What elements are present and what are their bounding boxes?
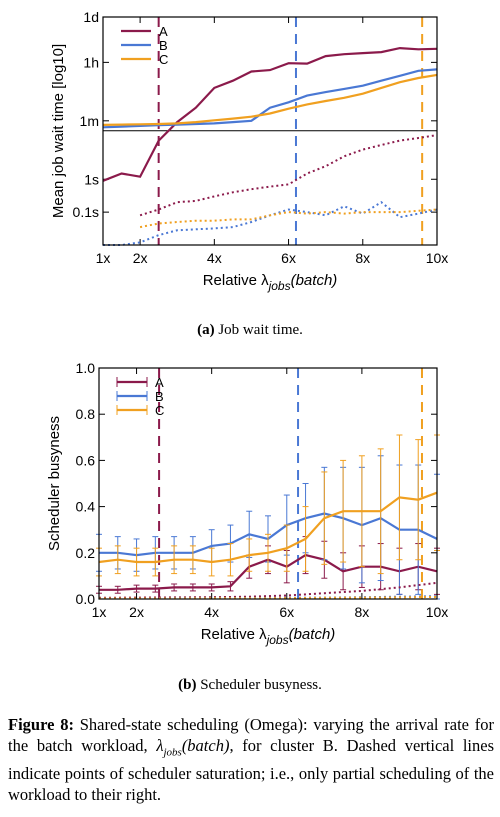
busyness-chart: 0.0 0.2 0.4 0.6 0.8 1.0 1x 2x 4x 6x 8x 10x Relative … [46,360,449,647]
legend-label-b: B [159,38,168,53]
x-axis-label: Relative λjobs(batch) [201,626,336,647]
subcaption-a: (a) Job wait time. [0,322,500,339]
x-tick-label: 8x [355,250,370,266]
series-b-solid [102,68,438,129]
y-tick-label: 0.0 [76,591,96,607]
y-axis-label: Scheduler busyness [46,416,63,551]
y-tick-label: 1m [80,113,99,129]
subcaption-b: (b) Scheduler busyness. [0,677,500,694]
x-tick-label: 10x [426,604,449,620]
y-tick-label: 0.8 [76,406,96,422]
y-tick-label: 1d [83,9,99,25]
plot-frame [102,16,438,246]
y-tick-label: 0.4 [76,499,96,515]
y-tick-label: 1s [84,171,99,187]
y-tick-label: 1.0 [76,360,96,376]
subcaption-b-label: (b) [178,677,197,693]
plot-frame [98,367,438,600]
y-tick-label: 0.6 [76,452,96,468]
x-tick-label: 1x [92,604,107,620]
wait-time-chart: 1d 1h 1m 1s 0.1s 1x 2x 4x 6x 8x 10x Relative λjobs(… [50,9,449,293]
figure-text-1: Shared-state scheduling (Omega): varying… [8,715,495,755]
y-tick-label: 1h [83,54,99,70]
subcaption-a-label: (a) [197,322,215,338]
figure-caption: Figure 8: Shared-state scheduling (Omega… [8,714,494,805]
x-tick-label: 4x [204,604,219,620]
x-tick-label: 6x [281,250,296,266]
series-b-dotted [103,200,438,246]
legend-label-c: C [155,403,164,418]
series-c-solid [102,73,438,126]
x-axis-label: Relative λjobs(batch) [203,272,338,293]
legend-label-a: A [155,375,164,390]
legend-label-c: C [159,52,168,67]
subcaption-b-text: Scheduler busyness. [200,677,322,693]
x-tick-label: 2x [133,250,148,266]
series-a-dotted [98,581,438,599]
x-tick-label: 4x [207,250,222,266]
x-tick-label: 6x [279,604,294,620]
figure-lambda: λjobs(batch) [156,736,230,759]
x-tick-label: 2x [129,604,144,620]
x-tick-label: 8x [354,604,369,620]
y-axis-label: Mean job wait time [log10] [50,44,67,218]
subcaption-a-text: Job wait time. [218,322,303,338]
y-tick-label: 0.1s [73,204,99,220]
legend-label-a: A [159,24,168,39]
x-tick-label: 1x [96,250,111,266]
series-a-dotted [139,134,438,217]
x-tick-label: 10x [426,250,449,266]
figure-label: Figure 8: [8,715,74,734]
series-a-solid [102,46,438,182]
y-tick-label: 0.2 [76,545,96,561]
figure-text-2: , for cluster B. Dashed vertical lines i… [8,736,494,805]
legend-label-b: B [155,389,164,404]
